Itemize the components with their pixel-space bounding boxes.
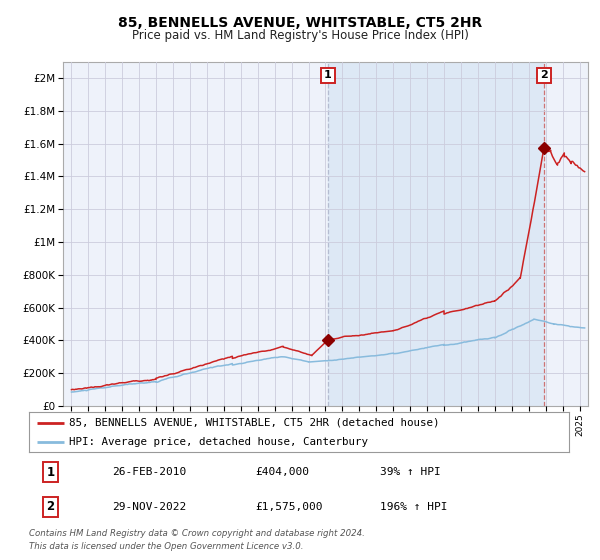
Text: Price paid vs. HM Land Registry's House Price Index (HPI): Price paid vs. HM Land Registry's House … xyxy=(131,29,469,42)
Text: 29-NOV-2022: 29-NOV-2022 xyxy=(113,502,187,512)
Text: £1,575,000: £1,575,000 xyxy=(256,502,323,512)
Text: 1: 1 xyxy=(46,465,55,479)
Text: 1: 1 xyxy=(324,71,332,81)
Text: This data is licensed under the Open Government Licence v3.0.: This data is licensed under the Open Gov… xyxy=(29,542,304,550)
Text: HPI: Average price, detached house, Canterbury: HPI: Average price, detached house, Cant… xyxy=(70,437,368,447)
Text: 85, BENNELLS AVENUE, WHITSTABLE, CT5 2HR (detached house): 85, BENNELLS AVENUE, WHITSTABLE, CT5 2HR… xyxy=(70,418,440,428)
Text: £404,000: £404,000 xyxy=(256,467,310,477)
Text: 39% ↑ HPI: 39% ↑ HPI xyxy=(380,467,440,477)
Text: 85, BENNELLS AVENUE, WHITSTABLE, CT5 2HR: 85, BENNELLS AVENUE, WHITSTABLE, CT5 2HR xyxy=(118,16,482,30)
Text: 196% ↑ HPI: 196% ↑ HPI xyxy=(380,502,448,512)
Bar xyxy=(328,62,544,406)
Text: 2: 2 xyxy=(46,500,55,514)
Text: Contains HM Land Registry data © Crown copyright and database right 2024.: Contains HM Land Registry data © Crown c… xyxy=(29,529,365,538)
Text: 2: 2 xyxy=(540,71,548,81)
Text: 26-FEB-2010: 26-FEB-2010 xyxy=(113,467,187,477)
